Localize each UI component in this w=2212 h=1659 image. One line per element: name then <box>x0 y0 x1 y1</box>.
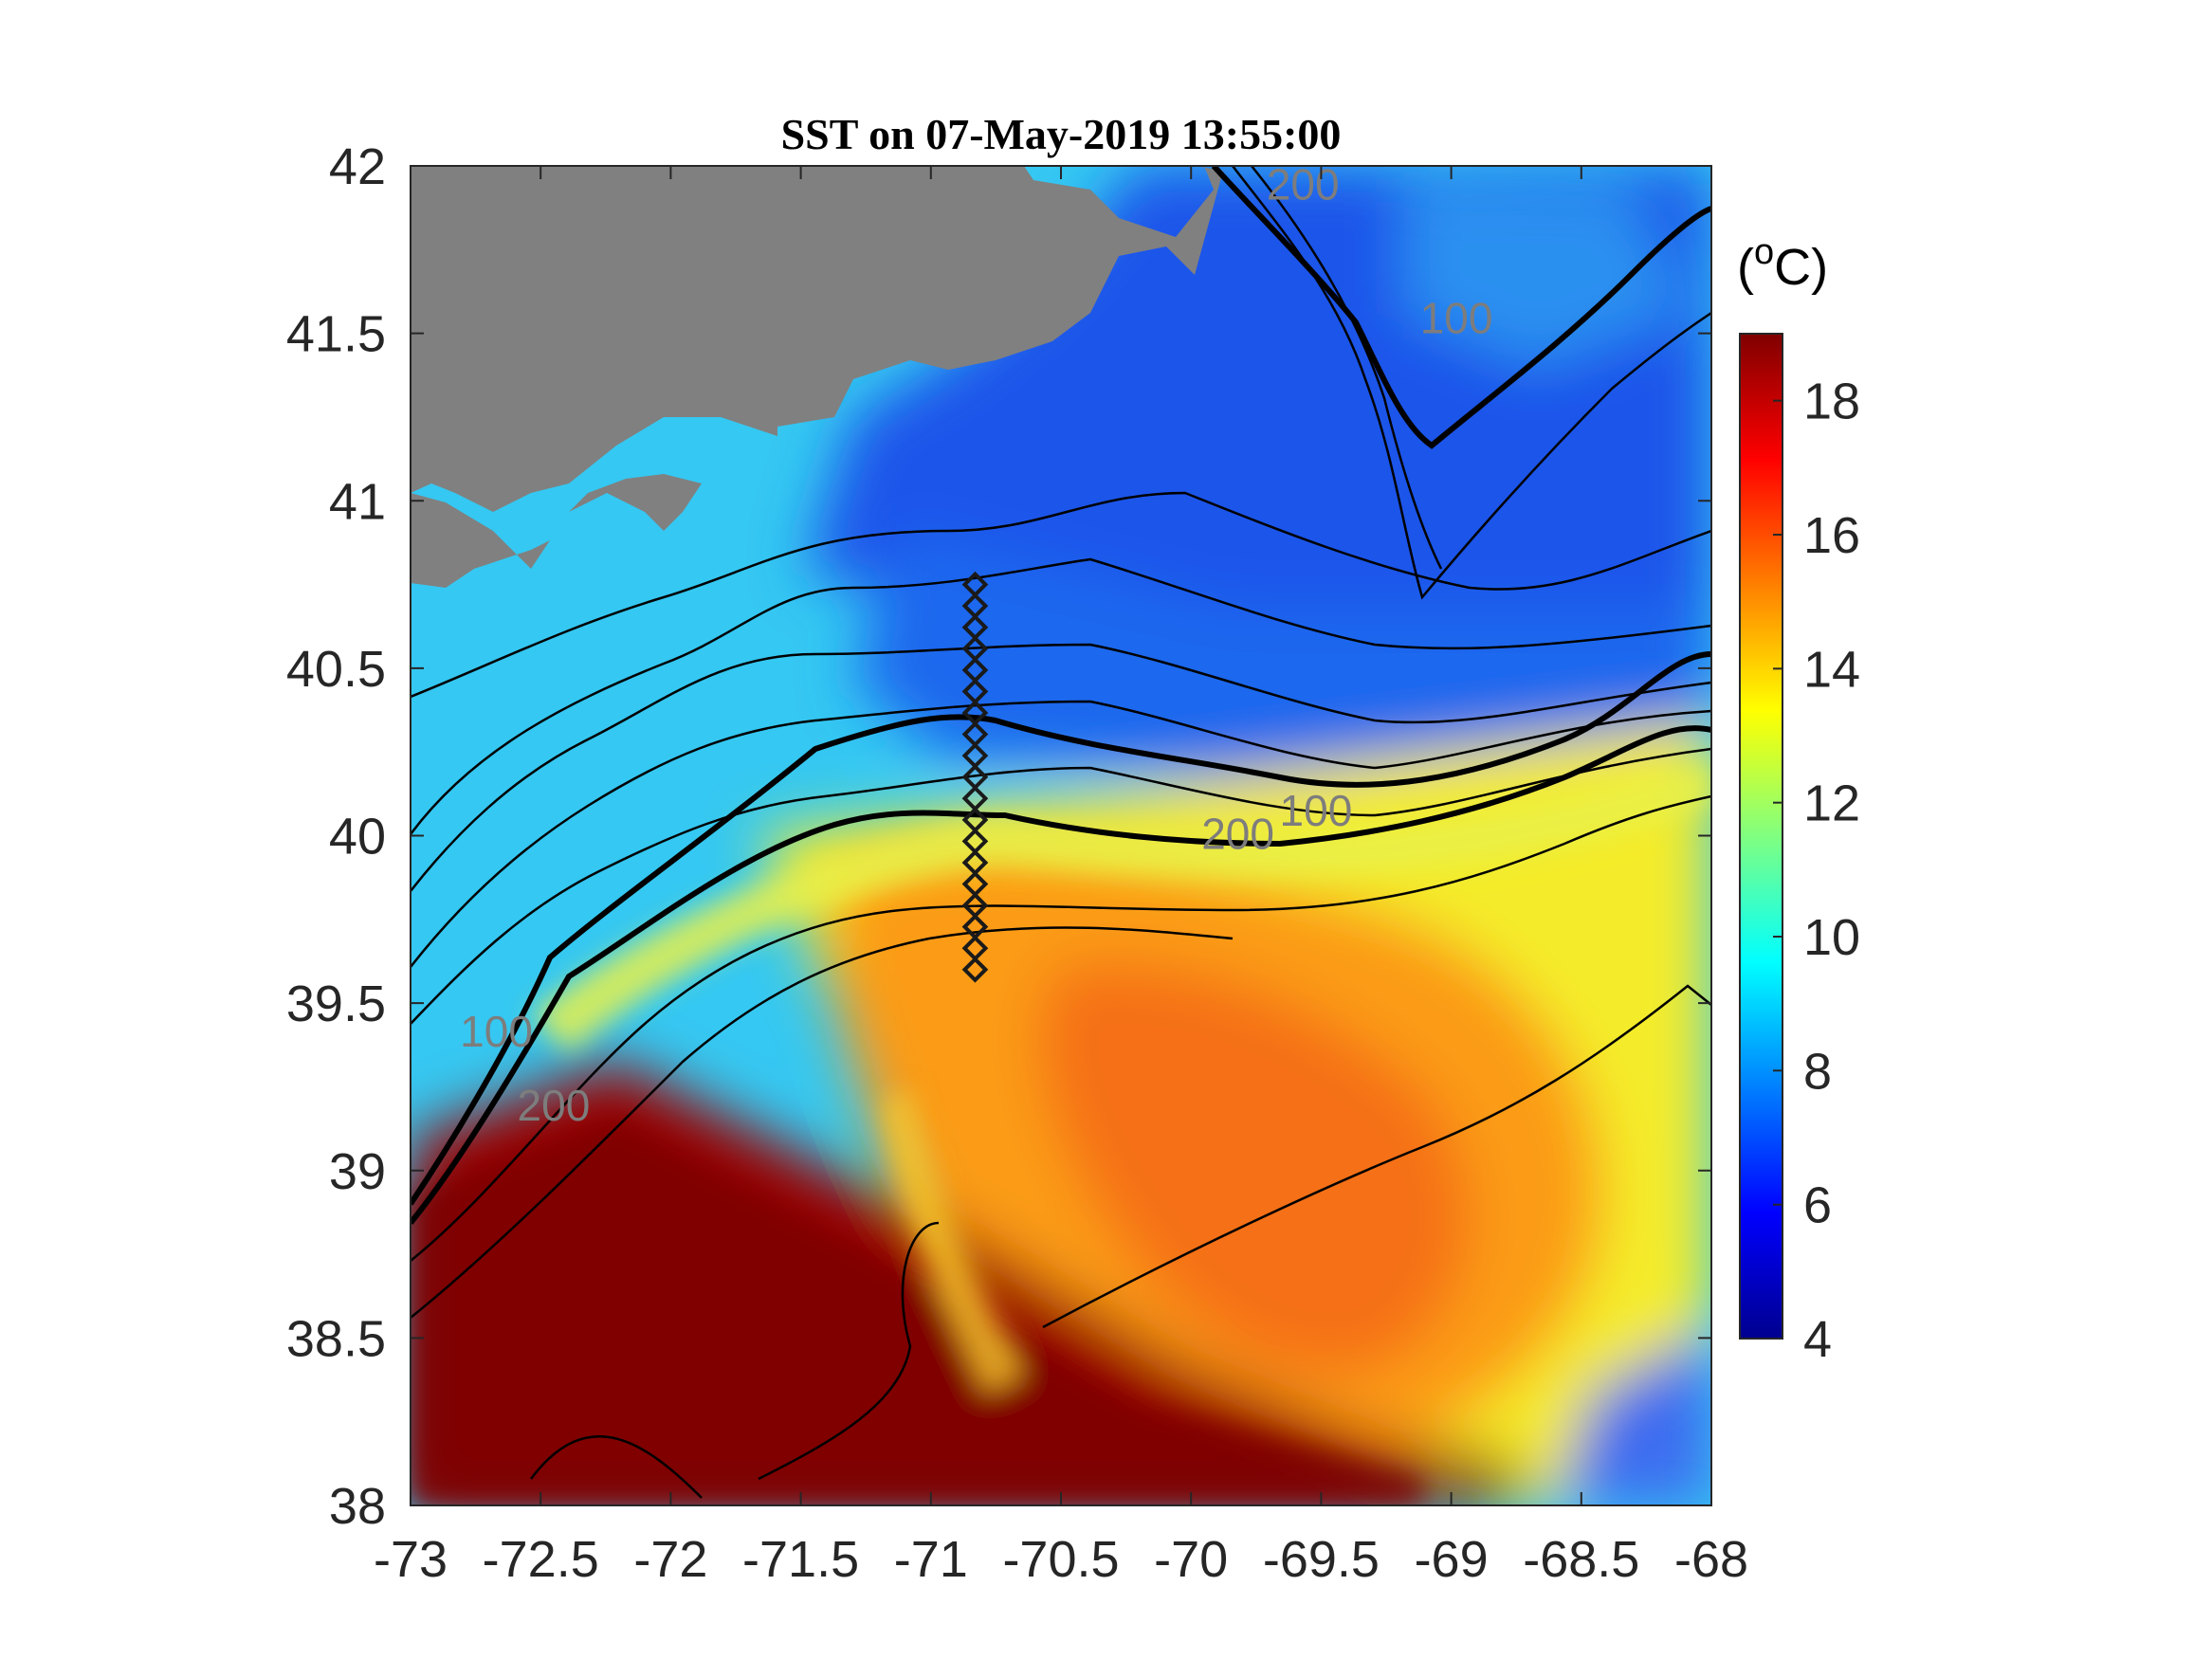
y-tick-label: 42 <box>329 138 386 195</box>
station-marker <box>961 613 989 641</box>
y-axis: 38 38.5 39 39.5 40 40.5 41 41.5 42 <box>286 138 1711 1535</box>
colorbar-label-superscript: o <box>1754 232 1774 272</box>
colorbar-tick-label: 14 <box>1803 641 1860 698</box>
station-marker <box>961 785 989 812</box>
contour-100m <box>411 651 1711 1206</box>
colorbar-tick-label: 12 <box>1803 775 1860 832</box>
station-marker <box>961 700 989 726</box>
contour-gom-2 <box>1232 166 1711 600</box>
contour-deep-3 <box>1042 984 1711 1329</box>
y-tick-label: 40.5 <box>286 641 386 698</box>
colorbar-tick-label: 8 <box>1803 1043 1832 1100</box>
contour-shelf-4 <box>411 700 1711 968</box>
contour-label: 200 <box>518 1081 591 1130</box>
station-marker <box>961 720 989 748</box>
y-tick-label: 38 <box>329 1478 386 1535</box>
gulf-stream-core <box>411 1119 1422 1505</box>
contour-deep-1 <box>411 794 1711 1262</box>
colorbar-label: (oC) <box>1737 232 1828 296</box>
slope-water-cold <box>853 531 1711 787</box>
contour-label: 200 <box>1267 159 1340 209</box>
contour-label: 200 <box>1201 810 1274 859</box>
contour-shelf-2 <box>411 557 1711 835</box>
colorbar-tick-label: 4 <box>1803 1311 1832 1368</box>
x-axis: -73 -72.5 -72 -71.5 -71 -70.5 -70 -69.5 -69 -68.5… <box>374 166 1748 1588</box>
station-marker <box>961 635 989 663</box>
station-marker <box>961 592 989 619</box>
station-marker <box>961 828 989 855</box>
contour-shelf-1 <box>411 491 1711 699</box>
y-tick-label: 38.5 <box>286 1310 386 1367</box>
ring-streamer <box>882 1090 1024 1394</box>
station-marker <box>961 806 989 833</box>
colorbar-tick-label: 18 <box>1803 374 1860 430</box>
contour-label: 100 <box>1420 294 1493 343</box>
x-tick-label: -70.5 <box>1002 1531 1119 1588</box>
contour-gulf-stream <box>530 1221 940 1499</box>
station-marker <box>961 870 989 898</box>
sst-field <box>411 166 1711 1505</box>
ring-core <box>1039 963 1470 1374</box>
station-marker <box>961 657 989 684</box>
contour-200m <box>411 725 1711 1225</box>
colorbar-ticks: 4 6 8 10 12 14 16 18 <box>1773 374 1860 1368</box>
shelf-front-band <box>531 758 1711 1052</box>
y-tick-label: 39 <box>329 1143 386 1200</box>
station-marker <box>961 849 989 876</box>
land-mass <box>411 166 1223 588</box>
colorbar-label-suffix: C) <box>1774 239 1828 296</box>
x-tick-label: -72.5 <box>483 1531 599 1588</box>
colorbar-label-prefix: ( <box>1737 239 1754 296</box>
cold-pocket <box>1555 1327 1711 1505</box>
x-tick-label: -71 <box>894 1531 968 1588</box>
contour-deep-2 <box>411 926 1234 1319</box>
georges-bank-water <box>1403 180 1688 370</box>
station-marker <box>961 913 989 940</box>
station-transect <box>961 571 989 983</box>
x-tick-label: -70 <box>1154 1531 1228 1588</box>
y-tick-label: 39.5 <box>286 975 386 1032</box>
station-marker <box>961 571 989 598</box>
y-tick-label: 40 <box>329 809 386 866</box>
contour-label: 100 <box>460 1007 533 1056</box>
colorbar-tick-label: 10 <box>1803 909 1860 966</box>
x-tick-label: -69.5 <box>1263 1531 1380 1588</box>
station-marker <box>961 956 989 983</box>
station-marker <box>961 935 989 962</box>
contour-label: 100 <box>1280 786 1353 835</box>
x-tick-label: -68 <box>1674 1531 1748 1588</box>
x-tick-label: -71.5 <box>742 1531 859 1588</box>
station-marker <box>961 742 989 769</box>
station-marker <box>961 892 989 919</box>
station-marker <box>961 678 989 705</box>
x-tick-label: -68.5 <box>1523 1531 1639 1588</box>
station-marker <box>961 763 989 791</box>
y-tick-label: 41 <box>329 473 386 530</box>
colorbar-tick-label: 6 <box>1803 1177 1832 1234</box>
y-tick-label: 41.5 <box>286 306 386 363</box>
colorbar <box>1739 333 1783 1340</box>
x-tick-label: -73 <box>374 1531 448 1588</box>
colorbar-tick-label: 16 <box>1803 507 1860 564</box>
chart-title: SST on 07-May-2019 13:55:00 <box>781 110 1342 158</box>
contour-gom-3 <box>1251 166 1443 570</box>
x-tick-label: -72 <box>633 1531 707 1588</box>
x-tick-label: -69 <box>1415 1531 1489 1588</box>
